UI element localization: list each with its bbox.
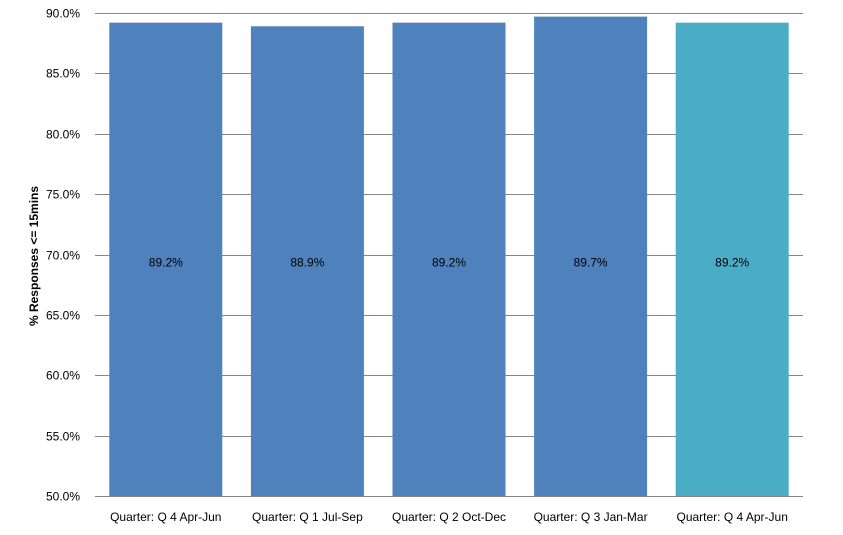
- bar: [250, 26, 364, 496]
- data-label: 89.2%: [715, 256, 749, 270]
- bar: [534, 16, 648, 497]
- y-tick-label: 55.0%: [46, 430, 80, 444]
- data-label: 89.2%: [432, 256, 466, 270]
- y-tick-label: 90.0%: [46, 7, 80, 21]
- x-axis-categories: Quarter: Q 4 Apr-Jun Quarter: Q 1 Jul-Sep…: [110, 510, 788, 524]
- y-axis-title: % Responses <= 15mins: [27, 186, 41, 326]
- x-category-label: Quarter: Q 1 Jul-Sep: [252, 510, 363, 524]
- data-label: 88.9%: [290, 256, 324, 270]
- x-category-label: Quarter: Q 4 Apr-Jun: [110, 510, 221, 524]
- data-label: 89.7%: [574, 256, 608, 270]
- bar: [392, 22, 506, 496]
- x-category-label: Quarter: Q 4 Apr-Jun: [677, 510, 788, 524]
- y-tick-label: 75.0%: [46, 188, 80, 202]
- y-tick-label: 80.0%: [46, 128, 80, 142]
- x-category-label: Quarter: Q 3 Jan-Mar: [534, 510, 648, 524]
- data-label: 89.2%: [149, 256, 183, 270]
- y-axis-ticks: 50.0% 55.0% 60.0% 65.0% 70.0% 75.0% 80.0% 85.0%…: [46, 7, 80, 504]
- y-tick-label: 70.0%: [46, 249, 80, 263]
- y-tick-label: 85.0%: [46, 67, 80, 81]
- bars: [109, 16, 789, 497]
- bar: [109, 22, 223, 496]
- data-labels: 89.2% 88.9% 89.2% 89.7% 89.2%: [149, 256, 750, 270]
- y-tick-label: 65.0%: [46, 309, 80, 323]
- y-tick-label: 50.0%: [46, 490, 80, 504]
- y-tick-label: 60.0%: [46, 369, 80, 383]
- x-category-label: Quarter: Q 2 Oct-Dec: [392, 510, 506, 524]
- bar: [675, 22, 789, 496]
